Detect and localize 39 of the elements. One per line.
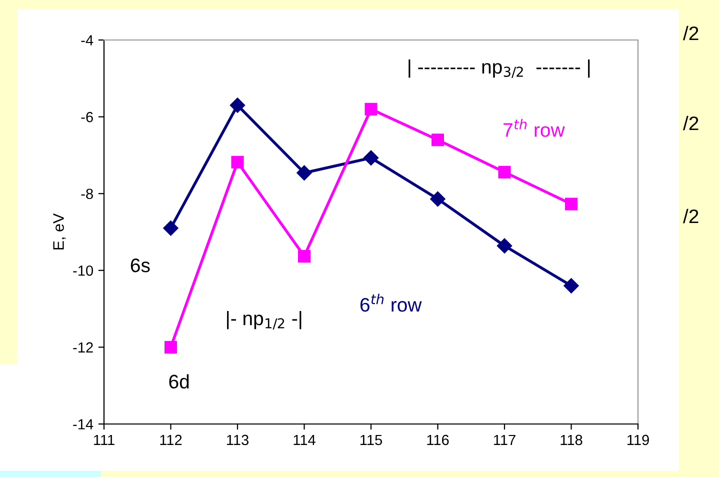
text: /2: [683, 26, 698, 40]
y-tick-label: -14: [73, 419, 94, 430]
y-tick-label: -12: [73, 342, 93, 352]
series-label: 7$^{th}$ row: [504, 118, 565, 137]
point: [231, 156, 244, 168]
point: [498, 166, 511, 178]
y-tick-label: -6: [81, 112, 93, 122]
x-tick-label: 113: [226, 434, 248, 446]
point: [164, 340, 177, 354]
x-tick-label: 116: [427, 434, 449, 446]
x-tick-label: 118: [560, 434, 582, 446]
point: [430, 191, 446, 207]
point: [163, 220, 178, 236]
point: [496, 238, 512, 254]
text: /2: [683, 116, 698, 130]
annotation: |- np$_{1/2}$ -|: [227, 310, 302, 330]
text: /2: [683, 208, 698, 224]
point: [564, 278, 579, 294]
y-tick-label: -4: [81, 35, 94, 46]
y-tick-label: -8: [81, 188, 93, 200]
point: [565, 198, 578, 210]
annotation: 6s: [130, 258, 150, 272]
point: [296, 165, 312, 180]
point: [363, 150, 379, 166]
x-tick-label: 115: [360, 434, 382, 446]
point: [298, 250, 310, 262]
x-tick-label: 114: [294, 434, 316, 445]
y-tick-label: -10: [73, 266, 94, 276]
text: 6$^{th}$ row: [360, 294, 422, 312]
x-tick-label: 112: [160, 434, 182, 445]
x-tick-label: 117: [494, 434, 516, 445]
x-tick-label: 111: [94, 434, 114, 445]
x-tick-label: 119: [627, 434, 649, 446]
y-axis-title: E, eV: [53, 213, 66, 250]
annotation: 6d: [169, 374, 189, 389]
annotation: | --------- np$_{3/2}$ ------- |: [408, 59, 590, 78]
point: [230, 98, 246, 113]
point: [432, 134, 444, 146]
point: [364, 102, 378, 116]
